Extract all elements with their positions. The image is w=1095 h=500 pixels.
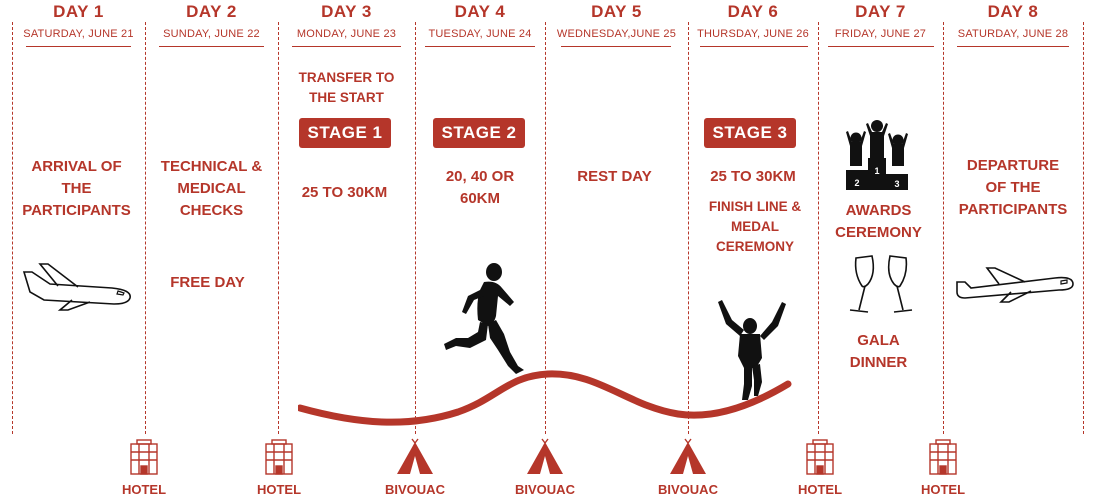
day-pre-note: TRANSFER TO THE START bbox=[298, 70, 395, 105]
footer-label: BIVOUAC bbox=[385, 482, 445, 497]
hotel-icon bbox=[806, 439, 834, 475]
date-underline bbox=[957, 46, 1069, 47]
stage-badge: STAGE 3 bbox=[704, 118, 796, 148]
tent-icon bbox=[670, 438, 706, 474]
day-column-6: DAY 6 THURSDAY, JUNE 26 STAGE 3 25 TO 30… bbox=[688, 0, 818, 440]
day-column-1: DAY 1 SATURDAY, JUNE 21 ARRIVAL OF THE P… bbox=[12, 0, 145, 440]
airplane-icon bbox=[22, 263, 131, 311]
stage-distance: 25 TO 30KM bbox=[710, 168, 796, 185]
day-description: ARRIVAL OF THE PARTICIPANTS bbox=[22, 158, 131, 219]
day-title: DAY 1 bbox=[53, 2, 104, 21]
day-title: DAY 5 bbox=[591, 2, 642, 21]
column-divider bbox=[688, 22, 689, 434]
column-divider bbox=[12, 22, 13, 434]
day-note: GALA DINNER bbox=[849, 332, 908, 371]
date-underline bbox=[425, 46, 535, 47]
day-title: DAY 6 bbox=[727, 2, 779, 21]
day-date: SATURDAY, JUNE 28 bbox=[957, 28, 1069, 40]
date-underline bbox=[700, 46, 808, 47]
footer-label: HOTEL bbox=[121, 482, 167, 497]
day-date: SATURDAY, JUNE 21 bbox=[23, 28, 134, 40]
runner-silhouette bbox=[444, 263, 524, 374]
day-date: MONDAY, JUNE 23 bbox=[296, 28, 397, 40]
date-underline bbox=[828, 46, 934, 47]
date-underline bbox=[26, 46, 131, 47]
day-column-7: DAY 7 FRIDAY, JUNE 27 1 2 3 AWARDS CEREM… bbox=[818, 0, 943, 440]
stage-badge: STAGE 1 bbox=[299, 118, 391, 148]
tent-icon bbox=[397, 438, 433, 474]
svg-text:3: 3 bbox=[894, 179, 899, 189]
date-underline bbox=[561, 46, 671, 47]
podium-icon: 1 2 3 bbox=[846, 120, 908, 190]
date-underline bbox=[292, 46, 401, 47]
column-divider bbox=[818, 22, 819, 434]
day-date: SUNDAY, JUNE 22 bbox=[163, 28, 260, 40]
svg-text:1: 1 bbox=[874, 166, 879, 176]
column-divider bbox=[943, 22, 944, 434]
stage-distance: 25 TO 30KM bbox=[301, 184, 388, 201]
hotel-icon bbox=[265, 439, 293, 475]
column-divider bbox=[415, 22, 416, 434]
stage-badge: STAGE 2 bbox=[433, 118, 525, 148]
day-column-4: DAY 4 TUESDAY, JUNE 24 STAGE 2 20, 40 OR… bbox=[415, 0, 545, 440]
column-divider bbox=[1083, 22, 1084, 434]
airplane-icon bbox=[956, 267, 1074, 303]
footer-label: HOTEL bbox=[256, 482, 302, 497]
day-date: WEDNESDAY,JUNE 25 bbox=[556, 28, 677, 40]
day-column-8: DAY 8 SATURDAY, JUNE 28 DEPARTURE OF THE… bbox=[943, 0, 1083, 440]
day-description: REST DAY bbox=[577, 168, 652, 185]
day-title: DAY 7 bbox=[855, 2, 906, 21]
day-date: FRIDAY, JUNE 27 bbox=[834, 28, 927, 40]
tent-icon bbox=[527, 438, 563, 474]
day-description: DEPARTURE OF THE PARTICIPANTS bbox=[958, 157, 1068, 218]
day-title: DAY 2 bbox=[186, 2, 237, 21]
column-divider bbox=[545, 22, 546, 434]
hotel-icon bbox=[929, 439, 957, 475]
column-divider bbox=[278, 22, 279, 434]
footer-label: HOTEL bbox=[920, 482, 966, 497]
hotel-icon bbox=[130, 439, 158, 475]
elevation-curve bbox=[298, 370, 792, 426]
footer-label: BIVOUAC bbox=[515, 482, 575, 497]
day-title: DAY 8 bbox=[987, 2, 1039, 21]
day-note: FINISH LINE & MEDAL CEREMONY bbox=[708, 199, 802, 254]
day-note: FREE DAY bbox=[170, 274, 245, 291]
day-description: AWARDS CEREMONY bbox=[835, 202, 922, 241]
finisher-silhouette bbox=[718, 300, 786, 400]
day-date: THURSDAY, JUNE 26 bbox=[697, 28, 809, 40]
day-title: DAY 4 bbox=[454, 2, 506, 21]
day-column-5: DAY 5 WEDNESDAY,JUNE 25 REST DAY bbox=[545, 0, 688, 440]
footer-label: HOTEL bbox=[797, 482, 843, 497]
champagne-glasses-icon bbox=[849, 255, 913, 313]
stage-distance: 20, 40 OR 60KM bbox=[445, 168, 515, 207]
column-divider bbox=[145, 22, 146, 434]
svg-text:2: 2 bbox=[854, 178, 859, 188]
footer-label: BIVOUAC bbox=[658, 482, 718, 497]
day-title: DAY 3 bbox=[321, 2, 372, 21]
day-date: TUESDAY, JUNE 24 bbox=[428, 28, 532, 40]
day-description: TECHNICAL & MEDICAL CHECKS bbox=[160, 158, 263, 219]
day-column-2: DAY 2 SUNDAY, JUNE 22 TECHNICAL & MEDICA… bbox=[145, 0, 278, 440]
date-underline bbox=[159, 46, 264, 47]
day-column-3: DAY 3 MONDAY, JUNE 23 TRANSFER TO THE ST… bbox=[278, 0, 415, 440]
